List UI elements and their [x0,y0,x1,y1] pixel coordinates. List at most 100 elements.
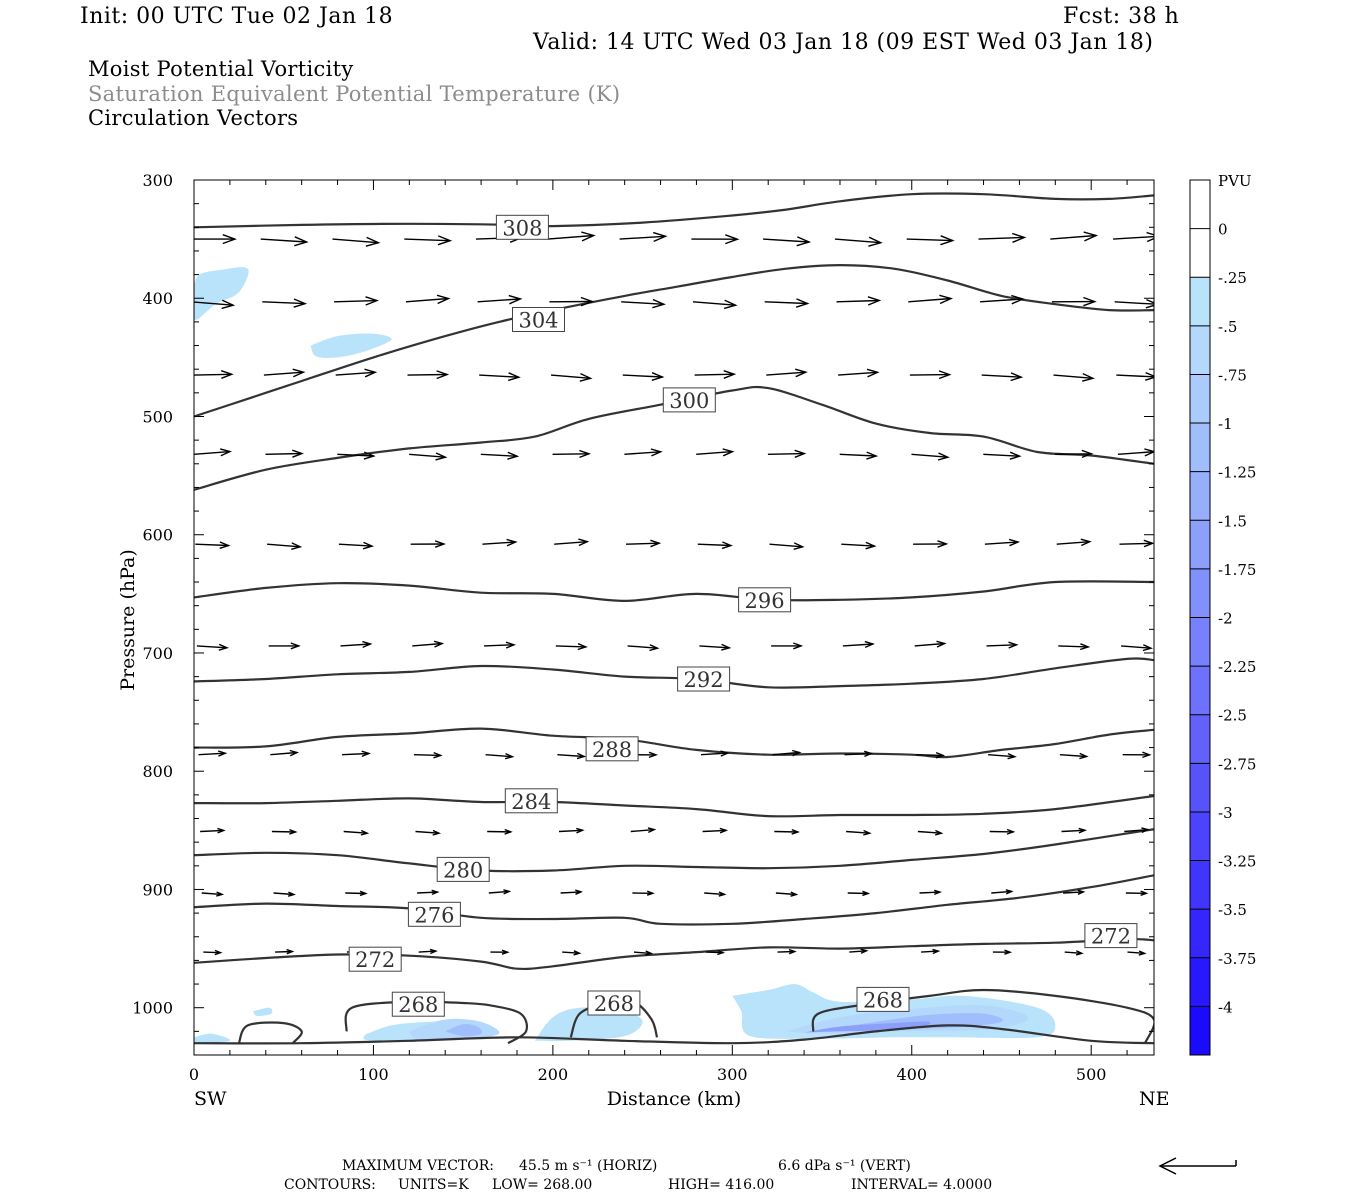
x-end-right-label: NE [1139,1088,1170,1110]
colorbar-label: -1 [1218,415,1233,433]
contour-label: 268 [398,993,438,1017]
vector-shaft [839,453,877,457]
contour-label-box [1084,923,1138,949]
vector-arrow [1121,644,1154,652]
vector-head [937,452,950,461]
vector-head [792,749,802,757]
vector-shaft [914,642,945,647]
contours-low: LOW= 268.00 [492,1177,593,1193]
colorbar: PVU 0 -.25 -.5 -.75 -1 -1.25 -1.5 -1.75 -2 -2.25 -2… [1189,172,1256,1056]
vector-arrow [980,294,1025,305]
vector-head [868,236,883,247]
vector-head [429,948,438,955]
vector-shaft [415,830,440,834]
vector-arrow [1055,449,1094,459]
vector-head [290,642,301,650]
vector-head [1146,231,1154,243]
vector-arrow [767,449,807,458]
vector-shaft [841,543,875,547]
vector-shaft [555,645,586,648]
vector-shaft [562,951,580,954]
vector-head [289,828,298,835]
colorbar-swatch [1190,568,1210,618]
contour-276-8 [194,874,1154,926]
vector-head [1140,890,1149,896]
vector-head [723,299,738,310]
colorbar-unit: PVU [1218,172,1252,190]
y-tick-label: 700 [142,644,173,663]
vector-arrow [407,370,450,380]
colorbar-swatch [1190,714,1210,764]
vector-shaft [917,830,942,834]
vector-arrow [409,452,448,461]
y-tick-label: 600 [142,526,173,545]
vector-arrow [984,538,1021,547]
vector-arrow [196,643,229,651]
vector-head [289,749,300,757]
vector-shaft [338,543,373,547]
vector-arrow [1119,539,1154,548]
vector-head [435,452,448,461]
theta-es-contours [194,192,1154,1045]
vector-shaft [978,236,1025,240]
vector-shaft [200,829,224,833]
y-tick-label: 900 [142,881,173,900]
vector-arrow [1050,231,1099,242]
colorbar-swatch [1190,277,1210,327]
vector-shaft [554,541,588,545]
vector-head [214,949,223,956]
colorbar-swatch [1190,423,1210,473]
vector-shaft [764,301,808,305]
vector-arrow [908,294,954,305]
contour-label: 272 [1091,925,1131,949]
vector-shaft [909,373,950,376]
vector-head [362,541,375,550]
vector-head [581,231,596,242]
vector-arrow [983,451,1022,460]
vector-shaft [260,238,307,243]
vector-arrow [194,234,237,245]
colorbar-swatch [1190,909,1210,959]
vector-head [1008,641,1019,649]
vector-arrow [413,751,443,759]
vector-arrow [916,751,946,759]
contour-label-box [677,666,731,692]
contour-label-box [407,901,461,927]
x-tick-label: 100 [358,1065,389,1084]
contour-surface-15 [194,1024,1154,1045]
contours-high: HIGH= 416.00 [668,1177,775,1193]
vector-shaft [984,541,1019,545]
vector-head [865,541,877,550]
colorbar-swatch [1190,957,1210,1007]
vector-arrow [621,298,666,309]
vector-arrow [692,299,738,310]
vector-arrow [909,370,952,380]
max-vector-horiz: 45.5 m s⁻¹ (HORIZ) [519,1158,658,1174]
vector-shaft [552,453,590,455]
vector-arrow [405,294,451,305]
vector-shaft [1063,891,1084,894]
vector-arrow [1064,950,1084,956]
contour-292-4 [194,657,1154,689]
vector-head [934,829,944,836]
x-tick-label: 0 [189,1065,199,1084]
x-tick-label: 400 [897,1065,928,1084]
vector-head [1145,298,1154,309]
vector-arrow [558,827,585,834]
vector-arrow [704,891,727,897]
vector-head [1079,643,1091,651]
vector-head [220,370,234,379]
vector-arrow [1059,752,1089,760]
vector-head [860,948,869,954]
vector-head [725,234,740,245]
vector-shaft [201,892,223,896]
vector-arrow [625,539,662,548]
vector-shaft [630,828,655,833]
vector-shaft [624,451,661,455]
vector-arrow [702,827,729,834]
vector-shaft [842,643,873,647]
circulation-vectors [194,231,1154,956]
vector-head [932,948,941,955]
vector-arrow [198,750,228,757]
